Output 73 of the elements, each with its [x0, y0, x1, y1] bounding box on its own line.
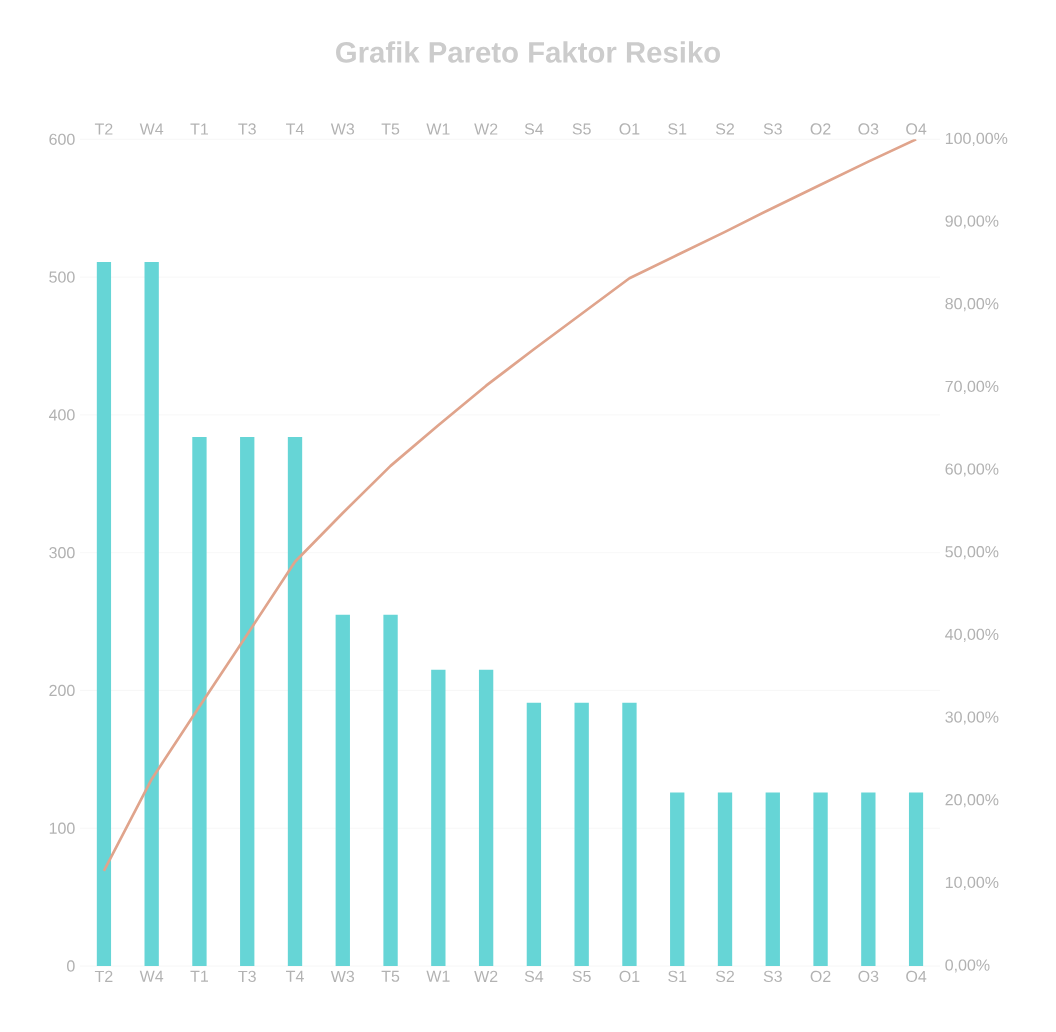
category-label: O3 [858, 970, 879, 983]
category-label: O1 [619, 970, 640, 983]
category-label: T4 [286, 970, 304, 982]
bar [144, 261, 159, 966]
x-tick-label: S5 [572, 123, 591, 135]
bar [622, 702, 637, 966]
y-tick-label: 0 [67, 960, 75, 972]
x-tick-label: T1 [190, 123, 208, 135]
y2-tick-label: 40,00% [945, 628, 999, 642]
y-tick-label: 300 [49, 547, 75, 559]
category-label: S2 [715, 970, 734, 983]
bar [861, 792, 876, 966]
x-tick-label: O2 [810, 123, 831, 135]
category-label: S5 [572, 970, 591, 983]
y2-tick-label: 80,00% [945, 298, 999, 312]
x-tick-label: W2 [474, 123, 498, 135]
y2-tick-label: 20,00% [945, 794, 999, 808]
line-series [102, 139, 918, 873]
y-tick-label: 500 [49, 271, 75, 283]
bar [717, 792, 733, 966]
y-tick-label: 600 [49, 133, 75, 145]
bar [478, 669, 494, 966]
bar [287, 436, 303, 966]
y2-tick-label: 30,00% [945, 711, 999, 725]
x-tick-label: T5 [381, 123, 400, 135]
category-label: O2 [810, 970, 831, 983]
bar [96, 261, 112, 966]
x-tick-label: O1 [619, 123, 640, 135]
bar [574, 702, 589, 966]
y-tick-label: 400 [48, 409, 75, 421]
category-label: T3 [238, 970, 256, 983]
bar [431, 669, 446, 966]
x-tick-label: S2 [715, 123, 734, 135]
y-tick-label: 100 [49, 822, 75, 834]
y2-tick-label: 90,00% [945, 215, 999, 229]
category-label: T1 [190, 970, 208, 982]
x-tick-label: O4 [906, 123, 927, 135]
y-tick-label: 200 [49, 684, 75, 697]
category-label: S3 [763, 970, 782, 983]
y2-tick-label: 0,00% [945, 959, 990, 973]
bar [192, 436, 207, 966]
y2-tick-label: 70,00% [945, 380, 999, 394]
category-label: T2 [94, 970, 113, 982]
bar [335, 614, 350, 966]
y2-tick-label: 60,00% [945, 463, 999, 477]
x-tick-label: W3 [330, 123, 355, 135]
x-tick-label: S3 [763, 123, 782, 135]
x-tick-label: T4 [286, 123, 304, 135]
category-label: S1 [668, 970, 687, 983]
y2-tick-label: 10,00% [945, 876, 999, 890]
x-tick-label: W1 [426, 123, 450, 135]
category-label: T5 [381, 970, 400, 982]
category-label: W4 [139, 970, 164, 982]
bar [526, 702, 542, 966]
bar [813, 792, 828, 966]
x-tick-label: W4 [139, 123, 164, 135]
category-label: S4 [524, 970, 544, 983]
category-label: W3 [330, 970, 355, 983]
y2-tick-label: 100,00% [945, 132, 1008, 146]
category-label: W2 [474, 970, 498, 982]
x-tick-label: S1 [668, 123, 687, 135]
bar [765, 792, 780, 966]
bar [383, 614, 398, 966]
category-label: W1 [426, 970, 450, 982]
x-tick-label: O3 [858, 123, 879, 135]
bar [908, 792, 924, 966]
x-tick-label: S4 [524, 123, 544, 135]
bar [670, 792, 685, 966]
y2-tick-label: 50,00% [945, 546, 999, 560]
category-label: O4 [906, 970, 927, 983]
bar [240, 436, 255, 966]
x-tick-label: T3 [238, 123, 256, 135]
x-tick-label: T2 [94, 123, 113, 135]
